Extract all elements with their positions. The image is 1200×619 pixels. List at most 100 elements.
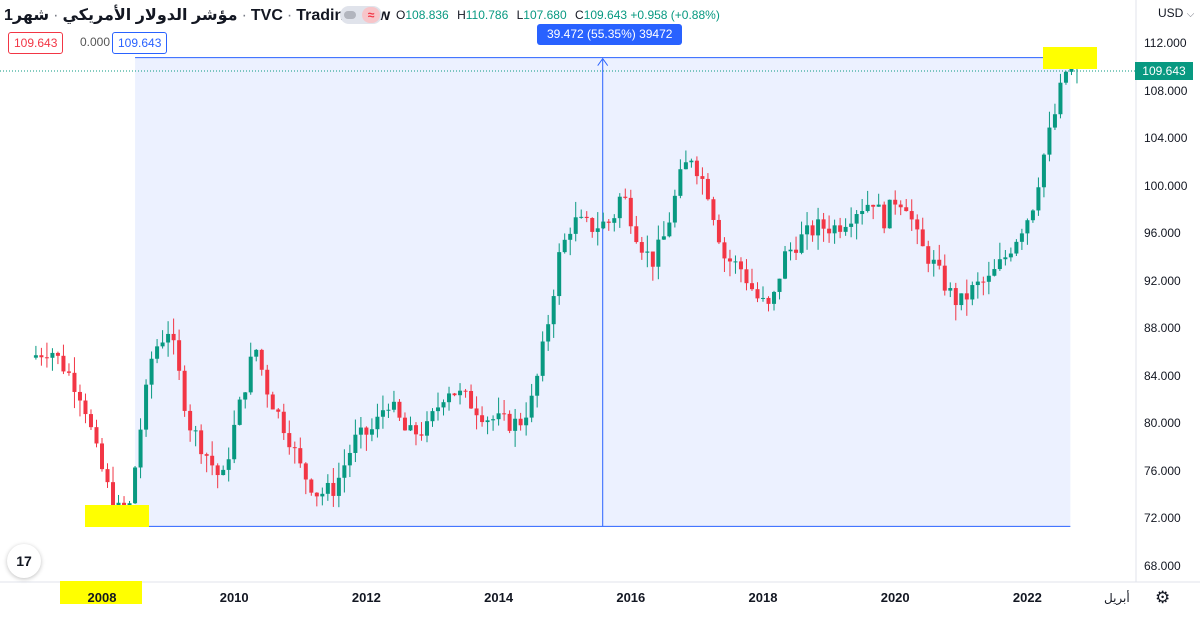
candle-body <box>738 261 743 270</box>
candle-body <box>270 394 275 410</box>
candle-body <box>386 409 391 411</box>
price-input-red[interactable]: 109.643 <box>8 32 64 54</box>
candle-body <box>188 410 193 431</box>
candle-body <box>788 249 793 252</box>
candle-body <box>55 352 60 356</box>
candle-body <box>711 199 716 220</box>
candle-body <box>149 358 154 385</box>
candle-body <box>948 288 953 291</box>
candle-body <box>1058 82 1063 115</box>
candle-body <box>716 219 721 243</box>
candle-body <box>926 246 931 264</box>
candle-body <box>860 211 865 215</box>
candle-body <box>992 269 997 276</box>
price-tick-label: 108.000 <box>1144 83 1188 98</box>
candle-body <box>369 429 374 435</box>
candle-body <box>485 420 490 423</box>
candle-body <box>540 341 545 376</box>
price-tick-label: 100.000 <box>1144 178 1188 193</box>
price-input-blue[interactable]: 109.643 <box>112 32 168 54</box>
candle-body <box>50 352 55 358</box>
candle-body <box>595 228 600 232</box>
candle-body <box>353 434 358 453</box>
close-label: C <box>575 8 584 22</box>
dot-icon <box>344 11 356 19</box>
candle-body <box>546 324 551 342</box>
candle-body <box>1019 233 1024 242</box>
candle-body <box>436 407 441 412</box>
candle-body <box>579 216 584 218</box>
candle-body <box>221 469 226 476</box>
candle-body <box>94 427 99 444</box>
candle-body <box>463 390 468 392</box>
candle-body <box>111 482 116 509</box>
candle-body <box>44 357 49 359</box>
candle-body <box>722 242 727 259</box>
candle-body <box>1030 210 1035 221</box>
candle-body <box>937 259 942 266</box>
candle-body <box>281 411 286 434</box>
candle-body <box>248 356 253 393</box>
candle-body <box>529 395 534 418</box>
interval-month-label[interactable]: أبريل <box>1104 591 1130 605</box>
candle-body <box>144 384 149 430</box>
candle-body <box>276 409 281 412</box>
candle-body <box>265 369 270 395</box>
tradingview-logo-icon[interactable]: 17 <box>7 544 41 578</box>
time-tick-label: 2014 <box>484 590 514 605</box>
candle-body <box>171 333 176 341</box>
candle-body <box>331 482 336 496</box>
candle-body <box>761 297 765 299</box>
currency-selector[interactable]: USD ⌵ <box>1158 6 1194 20</box>
candle-body <box>347 452 352 466</box>
time-tick-label: 2018 <box>748 590 778 605</box>
candle-body <box>672 195 677 223</box>
candle-body <box>694 160 699 177</box>
candle-body <box>298 448 303 464</box>
candle-body <box>419 434 424 436</box>
candle-body <box>783 251 788 279</box>
candle-body <box>727 258 732 262</box>
candle-body <box>606 221 611 223</box>
candle-body <box>303 463 308 480</box>
candle-body <box>656 239 661 267</box>
candle-body <box>799 234 804 253</box>
candle-body <box>199 430 204 455</box>
compare-toggle[interactable]: ≈ <box>340 6 382 24</box>
candle-body <box>909 211 914 220</box>
candle-body <box>72 372 77 392</box>
time-tick-label: 2008 <box>87 590 117 605</box>
candle-body <box>882 204 887 229</box>
candle-body <box>975 281 980 286</box>
candle-body <box>667 222 672 237</box>
price-input-zero[interactable]: 0.000 <box>80 35 111 49</box>
candle-body <box>391 401 396 410</box>
candle-body <box>204 454 209 456</box>
price-tick-label: 68.000 <box>1144 558 1181 573</box>
candle-body <box>772 291 777 304</box>
candle-body <box>986 275 991 282</box>
gear-icon[interactable]: ⚙ <box>1155 588 1171 607</box>
interval-label[interactable]: شهر1 <box>4 7 50 24</box>
symbol-title[interactable]: مؤشر الدولار الأمريكي·شهر1·TVC·TradingVi… <box>4 5 390 25</box>
price-tick-label: 80.000 <box>1144 416 1181 430</box>
open-label: O <box>396 8 406 22</box>
candle-body <box>1003 257 1008 260</box>
price-tick-label: 88.000 <box>1144 321 1181 335</box>
candle-body <box>639 242 644 253</box>
time-tick-label: 2012 <box>351 590 381 605</box>
symbol-name[interactable]: مؤشر الدولار الأمريكي <box>62 7 238 24</box>
candle-body <box>358 427 363 435</box>
candle-body <box>953 288 958 306</box>
candle-body <box>645 251 650 253</box>
candle-body <box>342 465 347 478</box>
currency-label: USD <box>1158 6 1184 20</box>
candle-body <box>661 236 666 240</box>
candle-body <box>502 413 507 415</box>
candle-body <box>336 477 341 496</box>
ohlc-readout: O108.836 H110.786 L107.680 C109.643 +0.9… <box>396 8 720 22</box>
candle-body <box>981 281 986 283</box>
candle-body <box>402 417 407 431</box>
candle-body <box>584 216 589 219</box>
